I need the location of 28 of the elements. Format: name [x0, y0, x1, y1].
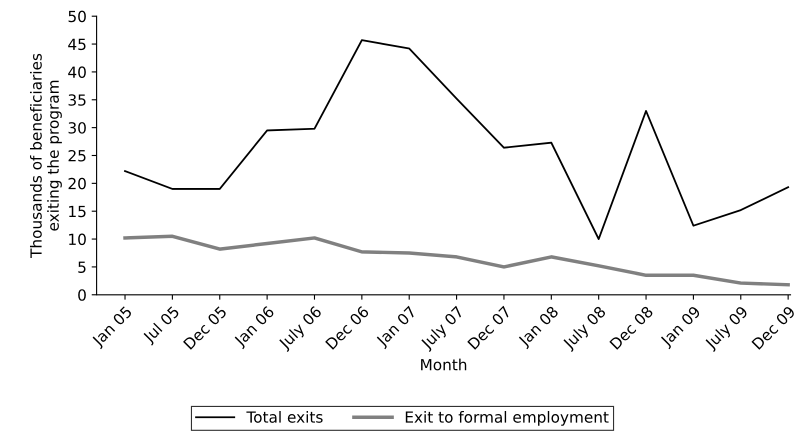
legend-label: Total exits [246, 410, 323, 423]
y-tick-label: 25 [68, 150, 86, 162]
x-tick-label: Jan 07 [375, 306, 419, 350]
legend-label: Exit to formal employment [406, 410, 609, 426]
y-axis-title: Thousands of beneficiaries exiting the program [30, 54, 62, 258]
y-tick-label: 5 [78, 262, 86, 273]
y-tick-label: 20 [68, 178, 86, 190]
y-tick-label: 45 [68, 38, 86, 50]
x-axis-title: Month [421, 358, 466, 370]
y-tick-label: 35 [68, 94, 86, 106]
x-tick-label: Jul 05 [142, 305, 182, 346]
x-tick-label: Jan 08 [517, 305, 561, 350]
x-tick-label: Dec 06 [325, 305, 370, 350]
y-tick-label: 50 [68, 10, 86, 22]
y-tick-label: 40 [68, 66, 86, 78]
y-tick-label: 10 [69, 234, 86, 246]
y-tick-label: 30 [68, 122, 86, 134]
y-tick-label: 15 [69, 206, 86, 218]
x-tick-label: Dec 08 [609, 305, 654, 350]
x-tick-label: Jan 05 [90, 306, 134, 350]
x-tick-label: Jan 09 [659, 305, 704, 350]
x-tick-label: Dec 05 [182, 306, 228, 350]
x-tick-label: Dec 09 [751, 305, 796, 350]
y-tick-label: 0 [78, 289, 86, 301]
line-series [124, 39, 790, 240]
line-series [123, 234, 790, 286]
x-tick-label: Dec 07 [467, 306, 512, 350]
x-tick-label: Jan 06 [232, 305, 277, 350]
